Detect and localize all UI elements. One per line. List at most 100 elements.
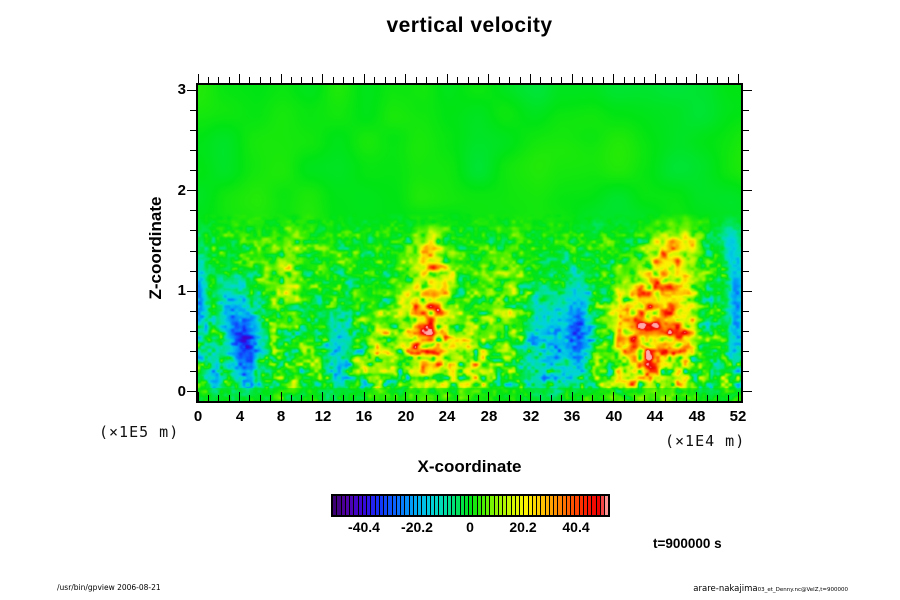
colorbar-cell [503, 496, 507, 515]
colorbar-tick-label: 0 [466, 519, 474, 535]
axis-tick [395, 395, 396, 401]
axis-tick [499, 77, 500, 83]
axis-tick [374, 395, 375, 401]
colorbar-cell [549, 496, 553, 515]
axis-tick [624, 395, 625, 401]
axis-tick [743, 291, 752, 292]
colorbar-cell [477, 496, 481, 515]
axis-tick [665, 77, 666, 83]
y-tick-label: 0 [177, 383, 186, 400]
colorbar-cell [605, 496, 609, 515]
axis-tick [468, 395, 469, 401]
colorbar-cell [447, 496, 451, 515]
axis-tick [743, 391, 752, 392]
x-tick-label: 24 [438, 408, 456, 425]
axis-tick [229, 77, 230, 83]
axis-tick [229, 395, 230, 401]
colorbar-cell [583, 496, 587, 515]
colorbar-cell [418, 496, 422, 515]
axis-tick [249, 395, 250, 401]
axis-tick [364, 392, 365, 401]
axis-tick [743, 271, 749, 272]
axis-tick [190, 210, 196, 211]
colorbar-cell [371, 496, 375, 515]
axis-tick [592, 77, 593, 83]
axis-tick [603, 77, 604, 83]
colorbar-cell [413, 496, 417, 515]
colorbar-cell [341, 496, 345, 515]
colorbar-cell [588, 496, 592, 515]
plot-title: vertical velocity [386, 14, 553, 37]
axis-tick [540, 77, 541, 83]
colorbar-cell [375, 496, 379, 515]
colorbar-cell [562, 496, 566, 515]
axis-tick [644, 77, 645, 83]
x-tick-label: 36 [563, 408, 581, 425]
axis-tick [405, 74, 406, 83]
axis-tick [676, 77, 677, 83]
colorbar-cell [524, 496, 528, 515]
axis-tick [613, 392, 614, 401]
axis-tick [343, 395, 344, 401]
axis-tick [187, 291, 196, 292]
axis-tick [743, 251, 749, 252]
axis-tick [743, 90, 752, 91]
axis-tick [457, 395, 458, 401]
axis-tick [405, 392, 406, 401]
axis-tick [190, 331, 196, 332]
colorbar-cell [575, 496, 579, 515]
axis-tick [218, 395, 219, 401]
colorbar-cell [354, 496, 358, 515]
colorbar-cell [345, 496, 349, 515]
colorbar-cell [456, 496, 460, 515]
x-tick-label: 40 [605, 408, 623, 425]
colorbar-cell [537, 496, 541, 515]
axis-tick [281, 392, 282, 401]
x-tick-label: 4 [235, 408, 245, 425]
colorbar-cell [490, 496, 494, 515]
x-tick-label: 8 [276, 408, 286, 425]
axis-tick [634, 395, 635, 401]
axis-tick [281, 74, 282, 83]
axis-tick [385, 77, 386, 83]
axis-tick [322, 392, 323, 401]
axis-tick [743, 311, 749, 312]
axis-tick [530, 74, 531, 83]
axis-tick [728, 395, 729, 401]
axis-tick [728, 77, 729, 83]
axis-tick [686, 77, 687, 83]
axis-tick [190, 150, 196, 151]
axis-tick [239, 74, 240, 83]
footer-command-line: /usr/bin/gpview 2006-08-21 [57, 583, 161, 592]
axis-tick [743, 371, 749, 372]
footer-dataset-main: arare-nakajima [693, 584, 758, 594]
colorbar-tick-label: -20.2 [401, 519, 433, 535]
axis-tick [743, 331, 749, 332]
colorbar-cell [486, 496, 490, 515]
axis-tick [187, 90, 196, 91]
axis-tick [343, 77, 344, 83]
axis-tick [707, 77, 708, 83]
footer-dataset-label: arare-nakajima03_et_Denny.nc@VelZ,t=9000… [693, 584, 848, 594]
axis-tick [260, 77, 261, 83]
axis-tick [426, 395, 427, 401]
axis-tick [530, 392, 531, 401]
axis-tick [291, 77, 292, 83]
axis-tick [743, 130, 749, 131]
colorbar-cell [337, 496, 341, 515]
axis-tick [561, 395, 562, 401]
axis-tick [561, 77, 562, 83]
colorbar-cell [333, 496, 337, 515]
colorbar-cell [558, 496, 562, 515]
colorbar-cell [392, 496, 396, 515]
colorbar-cell [367, 496, 371, 515]
axis-tick [447, 74, 448, 83]
colorbar-cell [579, 496, 583, 515]
axis-tick [395, 77, 396, 83]
colorbar-cell [396, 496, 400, 515]
axis-tick [190, 251, 196, 252]
colorbar-cell [443, 496, 447, 515]
axis-tick [312, 77, 313, 83]
footer-dataset-sub: 03_et_Denny.nc@VelZ,t=900000 [757, 587, 848, 593]
axis-tick [239, 392, 240, 401]
